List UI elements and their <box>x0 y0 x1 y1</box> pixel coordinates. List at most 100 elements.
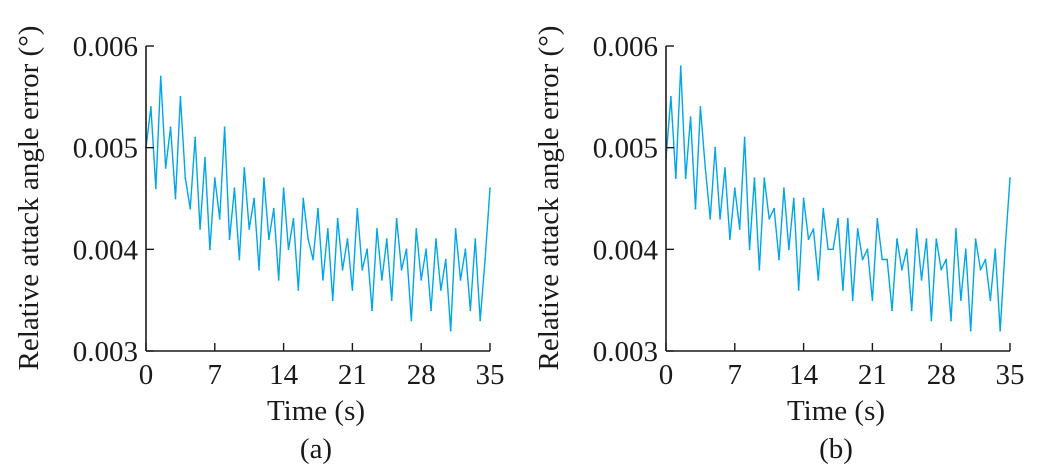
chart-b-data-point <box>881 258 884 261</box>
chart-b-data-point <box>694 207 697 210</box>
chart-b-data-point <box>709 217 712 220</box>
chart-b-x-tick-label: 21 <box>858 359 887 391</box>
chart-b-data-point <box>1009 177 1011 180</box>
chart-a-data-point <box>312 258 314 261</box>
chart-panel-b: Relative attack angle error (°) Time (s)… <box>520 0 1040 466</box>
chart-a-y-tick-label: 0.005 <box>73 133 138 165</box>
chart-b-data-point <box>930 319 933 322</box>
chart-b-data-point <box>856 228 859 230</box>
chart-a-data-point <box>238 258 241 261</box>
chart-a-data-point <box>199 228 201 230</box>
chart-b-data-point <box>768 217 771 220</box>
chart-b-data-point <box>959 299 962 302</box>
chart-a-data-point <box>385 238 388 241</box>
chart-a-data-point <box>213 177 216 180</box>
chart-a-data-point <box>449 329 452 332</box>
chart-b-data-point <box>905 248 908 251</box>
chart-a-data-point <box>435 238 437 241</box>
chart-a-data-point <box>258 268 260 271</box>
chart-b-data-point <box>802 197 805 200</box>
chart-b-y-tick-label: 0.003 <box>593 336 658 368</box>
chart-a-data-point <box>228 238 231 241</box>
chart-a-series-layer <box>145 75 491 332</box>
chart-b-data-point <box>940 268 943 271</box>
chart-b-data-point <box>679 65 682 68</box>
chart-b-data-point <box>714 146 717 149</box>
chart-a-data-point <box>302 197 305 200</box>
chart-b-data-point <box>900 268 903 271</box>
chart-a-data-point <box>474 238 477 241</box>
chart-b-ylabel: Relative attack angle error (°) <box>533 26 565 371</box>
chart-b-data-point <box>743 136 746 139</box>
chart-b-data-point <box>955 228 957 230</box>
chart-a-data-point <box>425 248 428 251</box>
chart-a-data-point <box>179 95 182 98</box>
chart-b-data-point <box>891 309 893 312</box>
chart-a-y-tick-label: 0.004 <box>73 234 139 266</box>
chart-a-data-point <box>430 309 432 312</box>
chart-b-data-point <box>753 177 756 180</box>
chart-a-data-point <box>292 217 295 220</box>
chart-a-data-point <box>351 289 354 291</box>
chart-a-data-point <box>253 197 256 200</box>
chart-b-data-point <box>704 167 707 169</box>
chart-b-data-point <box>797 289 800 291</box>
chart-panel-a: Relative attack angle error (°) Time (s)… <box>13 26 505 465</box>
chart-b-caption: (b) <box>819 433 853 465</box>
chart-b-data-point <box>886 258 889 261</box>
chart-a-data-point <box>371 309 373 312</box>
chart-a-data-point <box>208 248 211 251</box>
chart-a-y-tick-label: 0.006 <box>73 31 138 63</box>
chart-b-data-point <box>945 258 948 261</box>
chart-a-data-point <box>150 106 152 108</box>
chart-b-data-point <box>787 248 790 251</box>
chart-a-data-point <box>164 167 167 169</box>
chart-a-data-point <box>395 217 398 220</box>
chart-b-data-point <box>719 217 721 220</box>
chart-b-data-point <box>896 238 898 241</box>
chart-a-data-point <box>223 126 226 129</box>
chart-a-data-point <box>307 238 310 241</box>
chart-b-data-point <box>979 268 982 271</box>
chart-a-axes <box>145 45 491 352</box>
chart-a-data-point <box>341 268 344 271</box>
chart-a-data-point <box>484 258 486 261</box>
chart-a-ylabel: Relative attack angle error (°) <box>13 26 45 371</box>
chart-a-x-tick-label: 0 <box>139 359 154 391</box>
chart-b-data-point <box>733 187 736 190</box>
chart-b-series-layer <box>665 65 1011 332</box>
chart-a-data-point <box>400 268 403 271</box>
chart-a-data-point <box>169 126 172 129</box>
chart-b-data-point <box>724 167 726 169</box>
chart-a-caption: (a) <box>300 433 332 465</box>
chart-b-data-point <box>935 238 938 241</box>
chart-b-data-point <box>758 268 761 271</box>
chart-b-data-point <box>984 258 987 261</box>
chart-a-data-point <box>326 228 329 230</box>
chart-a-data-point <box>248 228 251 230</box>
chart-a-data-point <box>189 207 192 210</box>
chart-a-data-point <box>204 156 206 159</box>
chart-b-text: Relative attack angle error (°) Time (s)… <box>533 26 1025 465</box>
chart-a-data-point <box>272 207 275 210</box>
chart-a-data-point <box>194 136 197 139</box>
chart-b-x-tick-label: 28 <box>927 359 956 391</box>
chart-a-svg: Relative attack angle error (°) Time (s)… <box>13 26 505 465</box>
chart-a-data-point <box>420 278 423 281</box>
chart-a-x-tick-label: 7 <box>208 359 223 391</box>
chart-a-data-point <box>410 319 413 322</box>
chart-b-data-point <box>773 207 776 210</box>
chart-a-data-point <box>243 167 246 169</box>
chart-a-data-point <box>174 197 177 200</box>
chart-b-xlabel: Time (s) <box>787 395 885 427</box>
chart-b-data-point <box>842 289 844 291</box>
chart-a-data-point <box>459 278 462 281</box>
chart-a-data-point <box>356 207 359 210</box>
chart-a-data-point <box>489 187 491 190</box>
chart-b-data-point <box>851 299 854 302</box>
chart-b-y-tick-label: 0.004 <box>593 234 659 266</box>
chart-b-data-point <box>812 228 815 230</box>
chart-b-data-point <box>674 177 677 180</box>
chart-a-data-point <box>415 228 418 230</box>
chart-b-data-point <box>689 116 692 119</box>
